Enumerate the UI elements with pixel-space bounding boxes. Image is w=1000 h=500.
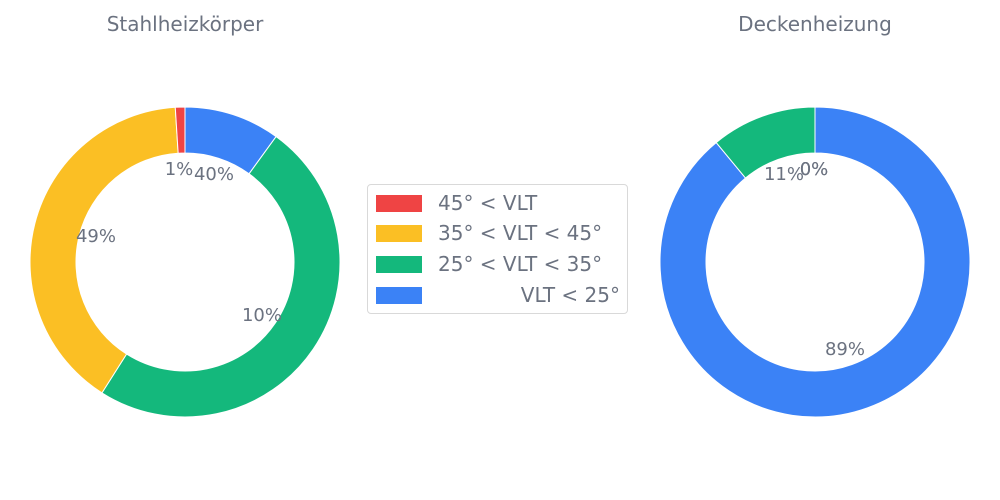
slice-percent-label: 11%	[764, 164, 804, 185]
legend-item: VLT < 25°	[376, 283, 620, 307]
slice-percent-label: 89%	[825, 339, 865, 360]
donut-chart-stahlheizkoerper: Stahlheizkörper 1% 10% 40% 49%	[29, 12, 341, 418]
legend-item: 25° < VLT < 35°	[376, 252, 620, 276]
legend-label: 25° < VLT < 35°	[438, 252, 603, 276]
donut-slice	[101, 135, 341, 418]
legend-item: 45° < VLT	[376, 191, 620, 215]
legend-swatch	[376, 255, 422, 273]
legend-label: VLT < 25°	[520, 283, 620, 307]
legend-label: 45° < VLT	[438, 191, 538, 215]
chart-title: Deckenheizung	[738, 12, 892, 36]
chart-title: Stahlheizkörper	[107, 12, 264, 36]
legend-swatch	[376, 286, 422, 304]
chart-legend: 45° < VLT 35° < VLT < 45° 25° < VLT < 35…	[367, 184, 628, 314]
slice-percent-label: 0%	[800, 159, 829, 180]
legend-swatch	[376, 224, 422, 242]
slice-percent-label: 49%	[76, 226, 116, 247]
donut-slice	[29, 106, 179, 394]
slice-percent-label: 0%	[800, 159, 829, 180]
slice-percent-label: 1%	[165, 159, 194, 180]
slice-percent-label: 10%	[242, 305, 282, 326]
slice-percent-label: 40%	[194, 164, 234, 185]
legend-swatch	[376, 194, 422, 212]
legend-label: 35° < VLT < 45°	[438, 221, 603, 245]
legend-item: 35° < VLT < 45°	[376, 221, 620, 245]
donut-slice	[174, 106, 186, 154]
donut-slice	[659, 106, 971, 418]
donut-chart-deckenheizung: Deckenheizung 0%0%11%89%	[659, 12, 971, 418]
donut-slice	[715, 106, 816, 179]
